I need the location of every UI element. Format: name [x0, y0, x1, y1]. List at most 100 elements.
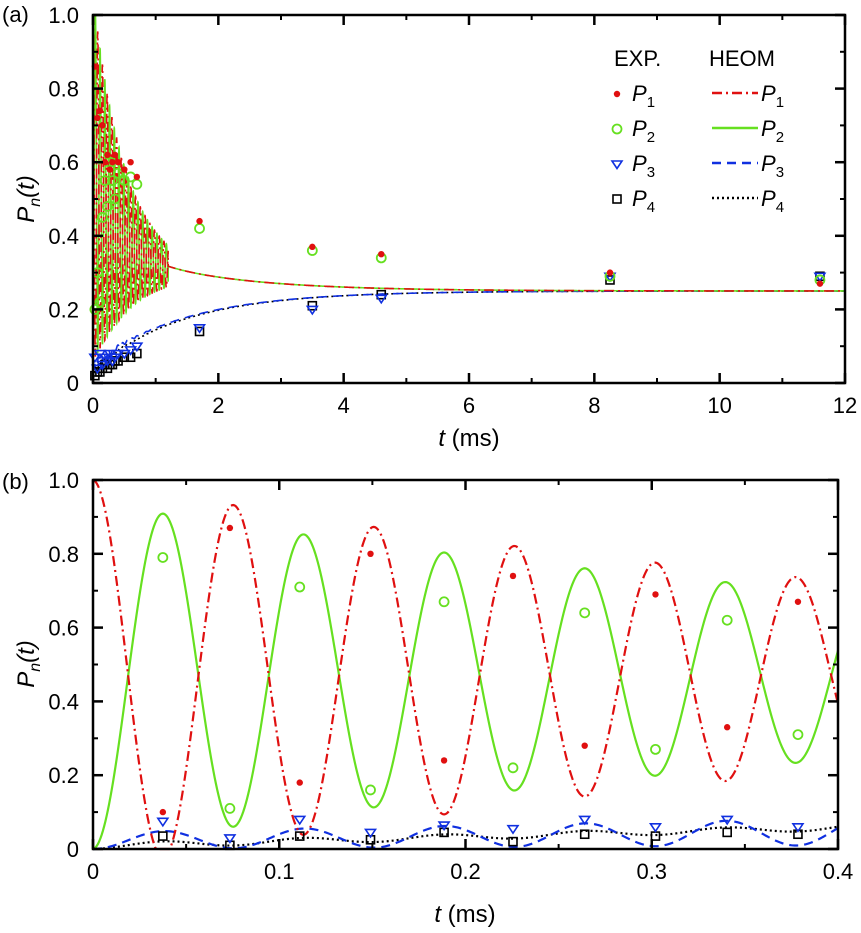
experiment-point-p2: [721, 614, 733, 626]
panel-a: (a) 0 2 4 6 8 10 12 0 0.2 0.4 0.6 0.8 1.0 t (ms) Pn…: [2, 2, 857, 452]
x-tick-label: 0.4: [823, 859, 854, 884]
experiment-point-p2: [99, 175, 111, 187]
x-tick-label: 0.2: [450, 859, 481, 884]
experiment-point-p1: [309, 243, 316, 251]
experiment-point-p1: [111, 151, 119, 159]
experiment-point-p2: [224, 803, 236, 814]
y-tick-label: 1.0: [48, 3, 79, 28]
experiment-point-p3: [95, 360, 109, 371]
experiment-point-p2: [102, 200, 113, 212]
experiment-point-p1: [121, 166, 128, 173]
experiment-point-p1: [101, 159, 109, 166]
experiment-point-p2: [94, 296, 106, 308]
experiment-point-p4: [605, 275, 615, 285]
legend-heom-label: P2: [761, 116, 784, 146]
experiment-point-p1: [606, 269, 614, 276]
experiment-point-p1: [816, 280, 824, 287]
experiment-point-p1: [99, 122, 106, 129]
x-tick-label: 0: [87, 393, 99, 418]
panel-b-y-axis-label: Pn(t): [13, 640, 44, 688]
legend-marker-p2: [611, 123, 623, 135]
panel-b-experiment-points: [156, 524, 805, 851]
experiment-point-p4: [508, 836, 518, 847]
legend-row-p3: P3 P3: [610, 151, 784, 181]
experiment-point-p1: [133, 173, 141, 181]
panel-b-label: (b): [2, 469, 29, 494]
experiment-point-p3: [791, 823, 805, 833]
legend-exp-header: EXP.: [614, 46, 661, 71]
experiment-point-p3: [111, 349, 125, 360]
experiment-point-p3: [130, 342, 144, 353]
experiment-point-p2: [109, 193, 121, 205]
panel-b: (b) 0 0.1 0.2 0.3 0.4 0 0.2 0.4 0.6 0.8 1.0 t (ms…: [2, 468, 853, 928]
experiment-point-p4: [194, 326, 205, 337]
legend-marker-p1: [613, 90, 621, 98]
experiment-point-p1: [723, 724, 731, 731]
experiment-point-p3: [90, 364, 104, 375]
legend-exp-label: P1: [632, 81, 655, 111]
legend-heom-label: P4: [761, 186, 784, 216]
experiment-point-p3: [578, 815, 592, 826]
experiment-point-p1: [109, 159, 116, 166]
y-tick-label: 0.8: [48, 77, 79, 102]
experiment-point-p3: [124, 346, 138, 356]
panel-a-label: (a): [2, 2, 29, 27]
experiment-point-p1: [581, 742, 588, 749]
experiment-point-p2: [650, 743, 661, 755]
experiment-point-p1: [106, 166, 114, 173]
panel-a-heom-curves: [92, 14, 845, 384]
y-tick-label: 0: [67, 837, 79, 862]
experiment-point-p3: [374, 294, 388, 305]
legend: EXP. HEOM P1 P1 P2 P2 P3 P3 P4 P4: [610, 46, 784, 216]
legend-row-p4: P4 P4: [612, 186, 784, 216]
experiment-point-p1: [652, 591, 659, 598]
experiment-point-p4: [119, 352, 130, 363]
experiment-point-p1: [296, 779, 303, 786]
x-tick-label: 6: [463, 393, 475, 418]
experiment-point-p2: [579, 607, 591, 619]
y-tick-label: 1.0: [48, 468, 79, 493]
experiment-point-p1: [96, 107, 104, 114]
y-tick-label: 0: [67, 371, 79, 396]
experiment-point-p3: [156, 817, 170, 828]
panel-a-experiment-points: [88, 63, 827, 381]
x-tick-label: 2: [212, 393, 224, 418]
experiment-point-p3: [506, 824, 520, 835]
y-tick-label: 0.6: [48, 616, 79, 641]
x-tick-label: 10: [707, 393, 731, 418]
heom-curve-p3: [92, 290, 845, 384]
experiment-point-p1: [440, 757, 448, 764]
experiment-point-p2: [131, 178, 143, 190]
legend-heom-label: P3: [761, 151, 784, 181]
experiment-point-p4: [579, 829, 590, 840]
panel-a-y-axis-label: Pn(t): [13, 175, 44, 223]
experiment-point-p2: [507, 762, 519, 774]
experiment-point-p3: [223, 834, 237, 844]
heom-curve-p1: [92, 478, 840, 851]
x-tick-label: 0.3: [636, 859, 667, 884]
legend-marker-p3: [610, 160, 624, 170]
experiment-point-p1: [378, 251, 385, 258]
experiment-point-p2: [792, 729, 804, 741]
x-tick-label: 4: [338, 393, 350, 418]
panel-b-x-ticks: 0 0.1 0.2 0.3 0.4: [87, 480, 853, 884]
panel-b-y-ticks: 0 0.2 0.4 0.6 0.8 1.0: [48, 468, 838, 862]
legend-row-p1: P1 P1: [613, 81, 784, 111]
legend-exp-label: P2: [632, 116, 655, 146]
experiment-point-p4: [294, 831, 305, 841]
experiment-point-p1: [226, 524, 234, 532]
experiment-point-p4: [722, 827, 732, 838]
panel-a-y-ticks: 0 0.2 0.4 0.6 0.8 1.0: [48, 3, 845, 396]
legend-heom-header: HEOM: [709, 46, 775, 71]
experiment-point-p3: [117, 349, 131, 360]
legend-exp-label: P3: [632, 151, 655, 181]
heom-curve-p2: [92, 14, 845, 361]
experiment-point-p2: [157, 552, 169, 563]
experiment-point-p3: [648, 823, 662, 833]
experiment-point-p2: [294, 581, 306, 593]
y-tick-label: 0.4: [48, 224, 79, 249]
panel-b-x-axis-label: t (ms): [434, 901, 495, 928]
heom-curve-p1: [92, 14, 845, 357]
y-tick-label: 0.2: [48, 763, 79, 788]
